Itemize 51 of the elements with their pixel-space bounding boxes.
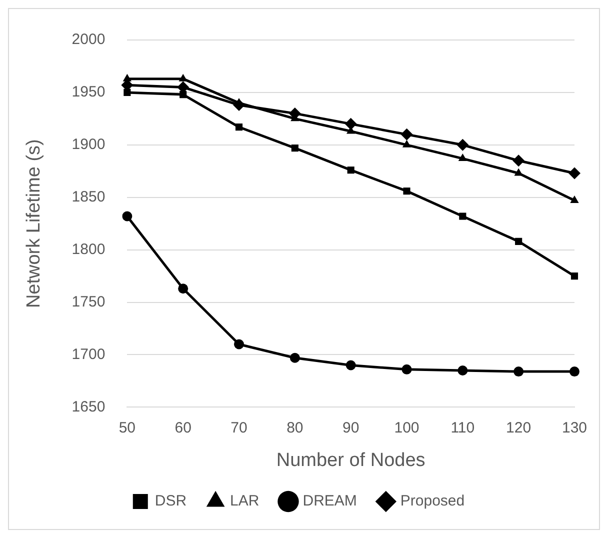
x-tick-label: 110 [450, 419, 475, 436]
y-tick-label: 1700 [72, 346, 106, 363]
x-axis-title: Number of Nodes [276, 450, 426, 471]
point [122, 74, 132, 82]
point [235, 124, 243, 131]
point [512, 154, 525, 167]
x-tick-label: 60 [174, 419, 192, 436]
point [400, 128, 413, 140]
x-tick-label: 120 [506, 419, 532, 436]
point [344, 118, 357, 130]
point [122, 211, 132, 222]
point [514, 366, 524, 377]
point [234, 339, 244, 350]
point [515, 238, 522, 245]
point [124, 88, 131, 96]
x-tick-label: 80 [286, 419, 304, 436]
point [180, 91, 187, 98]
x-tick-label: 70 [230, 419, 248, 436]
point [458, 154, 467, 162]
point [514, 168, 523, 176]
legend-label: DREAM [302, 492, 357, 510]
point [347, 166, 354, 174]
y-tick-label: 1900 [72, 136, 106, 154]
legend-label: LAR [230, 492, 260, 510]
point [570, 272, 578, 280]
point [178, 284, 188, 294]
y-tick-label: 2000 [72, 31, 106, 48]
point [402, 140, 412, 148]
point [346, 360, 356, 370]
point [570, 196, 579, 204]
y-tick-label: 1650 [72, 398, 106, 416]
x-tick-label: 50 [118, 419, 136, 436]
point [291, 144, 298, 152]
point [568, 167, 580, 180]
point [458, 365, 468, 376]
x-tick-label: 90 [342, 419, 360, 436]
point [569, 366, 580, 377]
point [456, 138, 469, 151]
x-tick-label: 130 [562, 419, 587, 436]
legend-label: Proposed [400, 492, 465, 510]
point [290, 352, 300, 363]
legend-label: DSR [154, 492, 187, 510]
y-tick-label: 1750 [72, 293, 106, 310]
y-tick-label: 1950 [72, 84, 106, 101]
point [403, 188, 410, 195]
y-tick-label: 1800 [72, 240, 106, 258]
y-axis-title: Network Lifetime (s) [24, 139, 45, 308]
point [402, 364, 412, 374]
y-tick-label: 1850 [72, 188, 106, 206]
point [459, 212, 466, 220]
x-tick-label: 100 [394, 419, 420, 436]
